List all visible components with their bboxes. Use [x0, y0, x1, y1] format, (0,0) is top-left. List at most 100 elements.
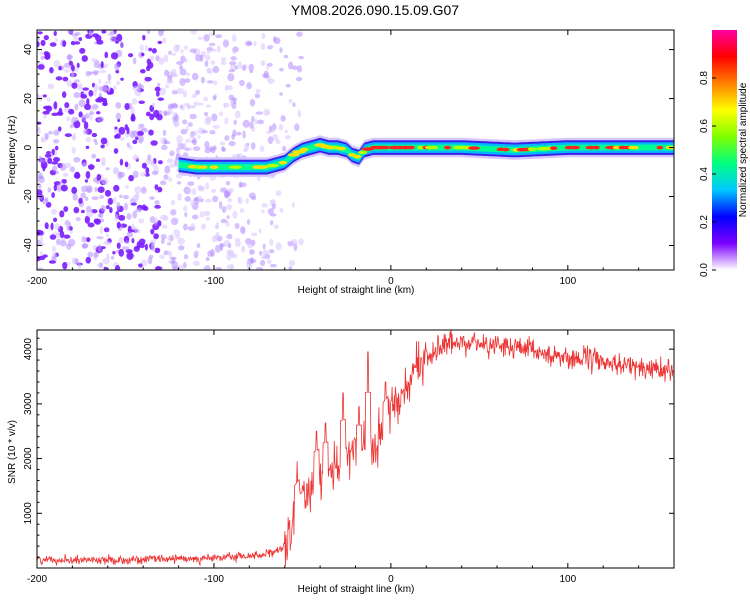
noise-speckle-dot — [92, 245, 98, 251]
noise-speckle-dot — [74, 79, 80, 83]
noise-speckle-dot — [166, 158, 174, 164]
noise-speckle-dot — [128, 174, 135, 182]
noise-speckle-dot — [86, 209, 94, 218]
noise-speckle-dot — [157, 220, 162, 227]
noise-speckle-dot — [56, 238, 61, 246]
noise-speckle-dot — [132, 210, 138, 219]
noise-speckle-dot — [236, 131, 242, 136]
noise-speckle-dot — [189, 133, 196, 140]
noise-speckle-dot — [167, 107, 173, 115]
noise-speckle-dot — [132, 154, 140, 161]
noise-speckle-dot — [74, 31, 81, 36]
noise-speckle-dot — [272, 134, 279, 141]
noise-speckle-dot — [44, 153, 52, 158]
noise-speckle-dot — [110, 255, 115, 260]
noise-speckle-dot — [194, 250, 199, 255]
noise-speckle-dot — [82, 128, 89, 135]
noise-speckle-dot — [84, 179, 89, 183]
noise-speckle-dot — [155, 90, 160, 97]
noise-speckle-dot — [226, 204, 233, 211]
noise-speckle-dot — [113, 184, 120, 192]
signal-band-hotspot — [287, 153, 300, 157]
noise-speckle-dot — [93, 138, 98, 142]
noise-speckle-dot — [254, 118, 258, 125]
noise-speckle-dot — [204, 60, 209, 67]
chart-title: YM08.2026.090.15.09.G07 — [291, 2, 459, 18]
noise-speckle-dot — [67, 238, 76, 247]
noise-speckle-dot — [206, 80, 214, 84]
noise-speckle-dot — [86, 185, 93, 193]
noise-speckle-dot — [101, 84, 108, 93]
noise-speckle-dot — [63, 234, 71, 239]
noise-speckle-dot — [183, 45, 188, 51]
noise-speckle-dot — [164, 165, 171, 174]
noise-speckle-dot — [242, 130, 246, 139]
noise-speckle-dot — [233, 98, 237, 105]
noise-speckle-dot — [161, 224, 168, 229]
noise-speckle-dot — [192, 260, 201, 266]
noise-speckle-dot — [185, 126, 189, 132]
noise-speckle-dot — [175, 44, 181, 51]
noise-speckle-dot — [167, 177, 173, 182]
noise-speckle-dot — [100, 137, 108, 145]
noise-speckle-dot — [126, 231, 134, 238]
noise-speckle-dot — [107, 73, 112, 82]
noise-speckle-dot — [85, 137, 92, 143]
noise-speckle-dot — [159, 87, 166, 96]
noise-speckle-dot — [143, 205, 149, 211]
noise-speckle-dot — [240, 245, 246, 253]
noise-speckle-dot — [74, 258, 79, 265]
noise-speckle-dot — [163, 69, 170, 77]
noise-speckle-dot — [138, 263, 143, 268]
noise-speckle-dot — [97, 244, 102, 253]
noise-speckle-dot — [205, 256, 210, 262]
noise-speckle-dot — [64, 162, 72, 169]
noise-speckle-dot — [53, 101, 58, 110]
noise-speckle-dot — [275, 139, 281, 145]
noise-speckle-dot — [119, 158, 124, 166]
noise-speckle-dot — [132, 130, 139, 138]
signal-band-hotspot — [502, 147, 510, 152]
noise-speckle-dot — [149, 55, 155, 61]
noise-speckle-dot — [124, 185, 130, 189]
noise-speckle-dot — [266, 63, 270, 70]
noise-speckle-dot — [240, 226, 246, 234]
noise-speckle-dot — [67, 246, 72, 251]
noise-speckle-dot — [251, 232, 258, 237]
noise-speckle-dot — [249, 121, 254, 129]
noise-speckle-dot — [183, 102, 190, 107]
noise-speckle-dot — [119, 41, 124, 48]
colorbar-tick-label: 0.0 — [699, 263, 710, 277]
noise-speckle-dot — [171, 90, 179, 95]
noise-speckle-dot — [185, 138, 192, 143]
noise-speckle-dot — [104, 51, 109, 59]
snr-y-axis-label: SNR (10 * v/v) — [7, 420, 18, 484]
noise-speckle-dot — [155, 55, 160, 62]
noise-speckle-dot — [203, 266, 210, 270]
noise-speckle-dot — [174, 113, 179, 122]
noise-speckle-dot — [253, 41, 257, 46]
spectrogram-x-tick-label: -200 — [27, 276, 47, 287]
noise-speckle-dot — [246, 219, 251, 226]
noise-speckle-dot — [112, 196, 117, 204]
noise-speckle-dot — [149, 159, 155, 165]
noise-speckle-dot — [270, 220, 274, 226]
noise-speckle-dot — [131, 113, 135, 120]
noise-speckle-dot — [230, 264, 234, 270]
noise-speckle-dot — [222, 205, 227, 214]
noise-speckle-dot — [149, 196, 155, 200]
spectrogram-content — [37, 30, 674, 270]
noise-speckle-dot — [275, 242, 282, 251]
noise-speckle-dot — [251, 115, 255, 123]
noise-speckle-dot — [189, 48, 197, 54]
noise-speckle-dot — [93, 251, 99, 258]
noise-speckle-dot — [73, 116, 78, 123]
noise-speckle-dot — [183, 223, 188, 231]
noise-speckle-dot — [275, 190, 282, 197]
noise-speckle-dot — [101, 177, 109, 186]
noise-speckle-dot — [45, 105, 53, 112]
noise-speckle-dot — [201, 129, 208, 134]
noise-speckle-dot — [64, 62, 70, 68]
noise-speckle-dot — [73, 35, 79, 43]
